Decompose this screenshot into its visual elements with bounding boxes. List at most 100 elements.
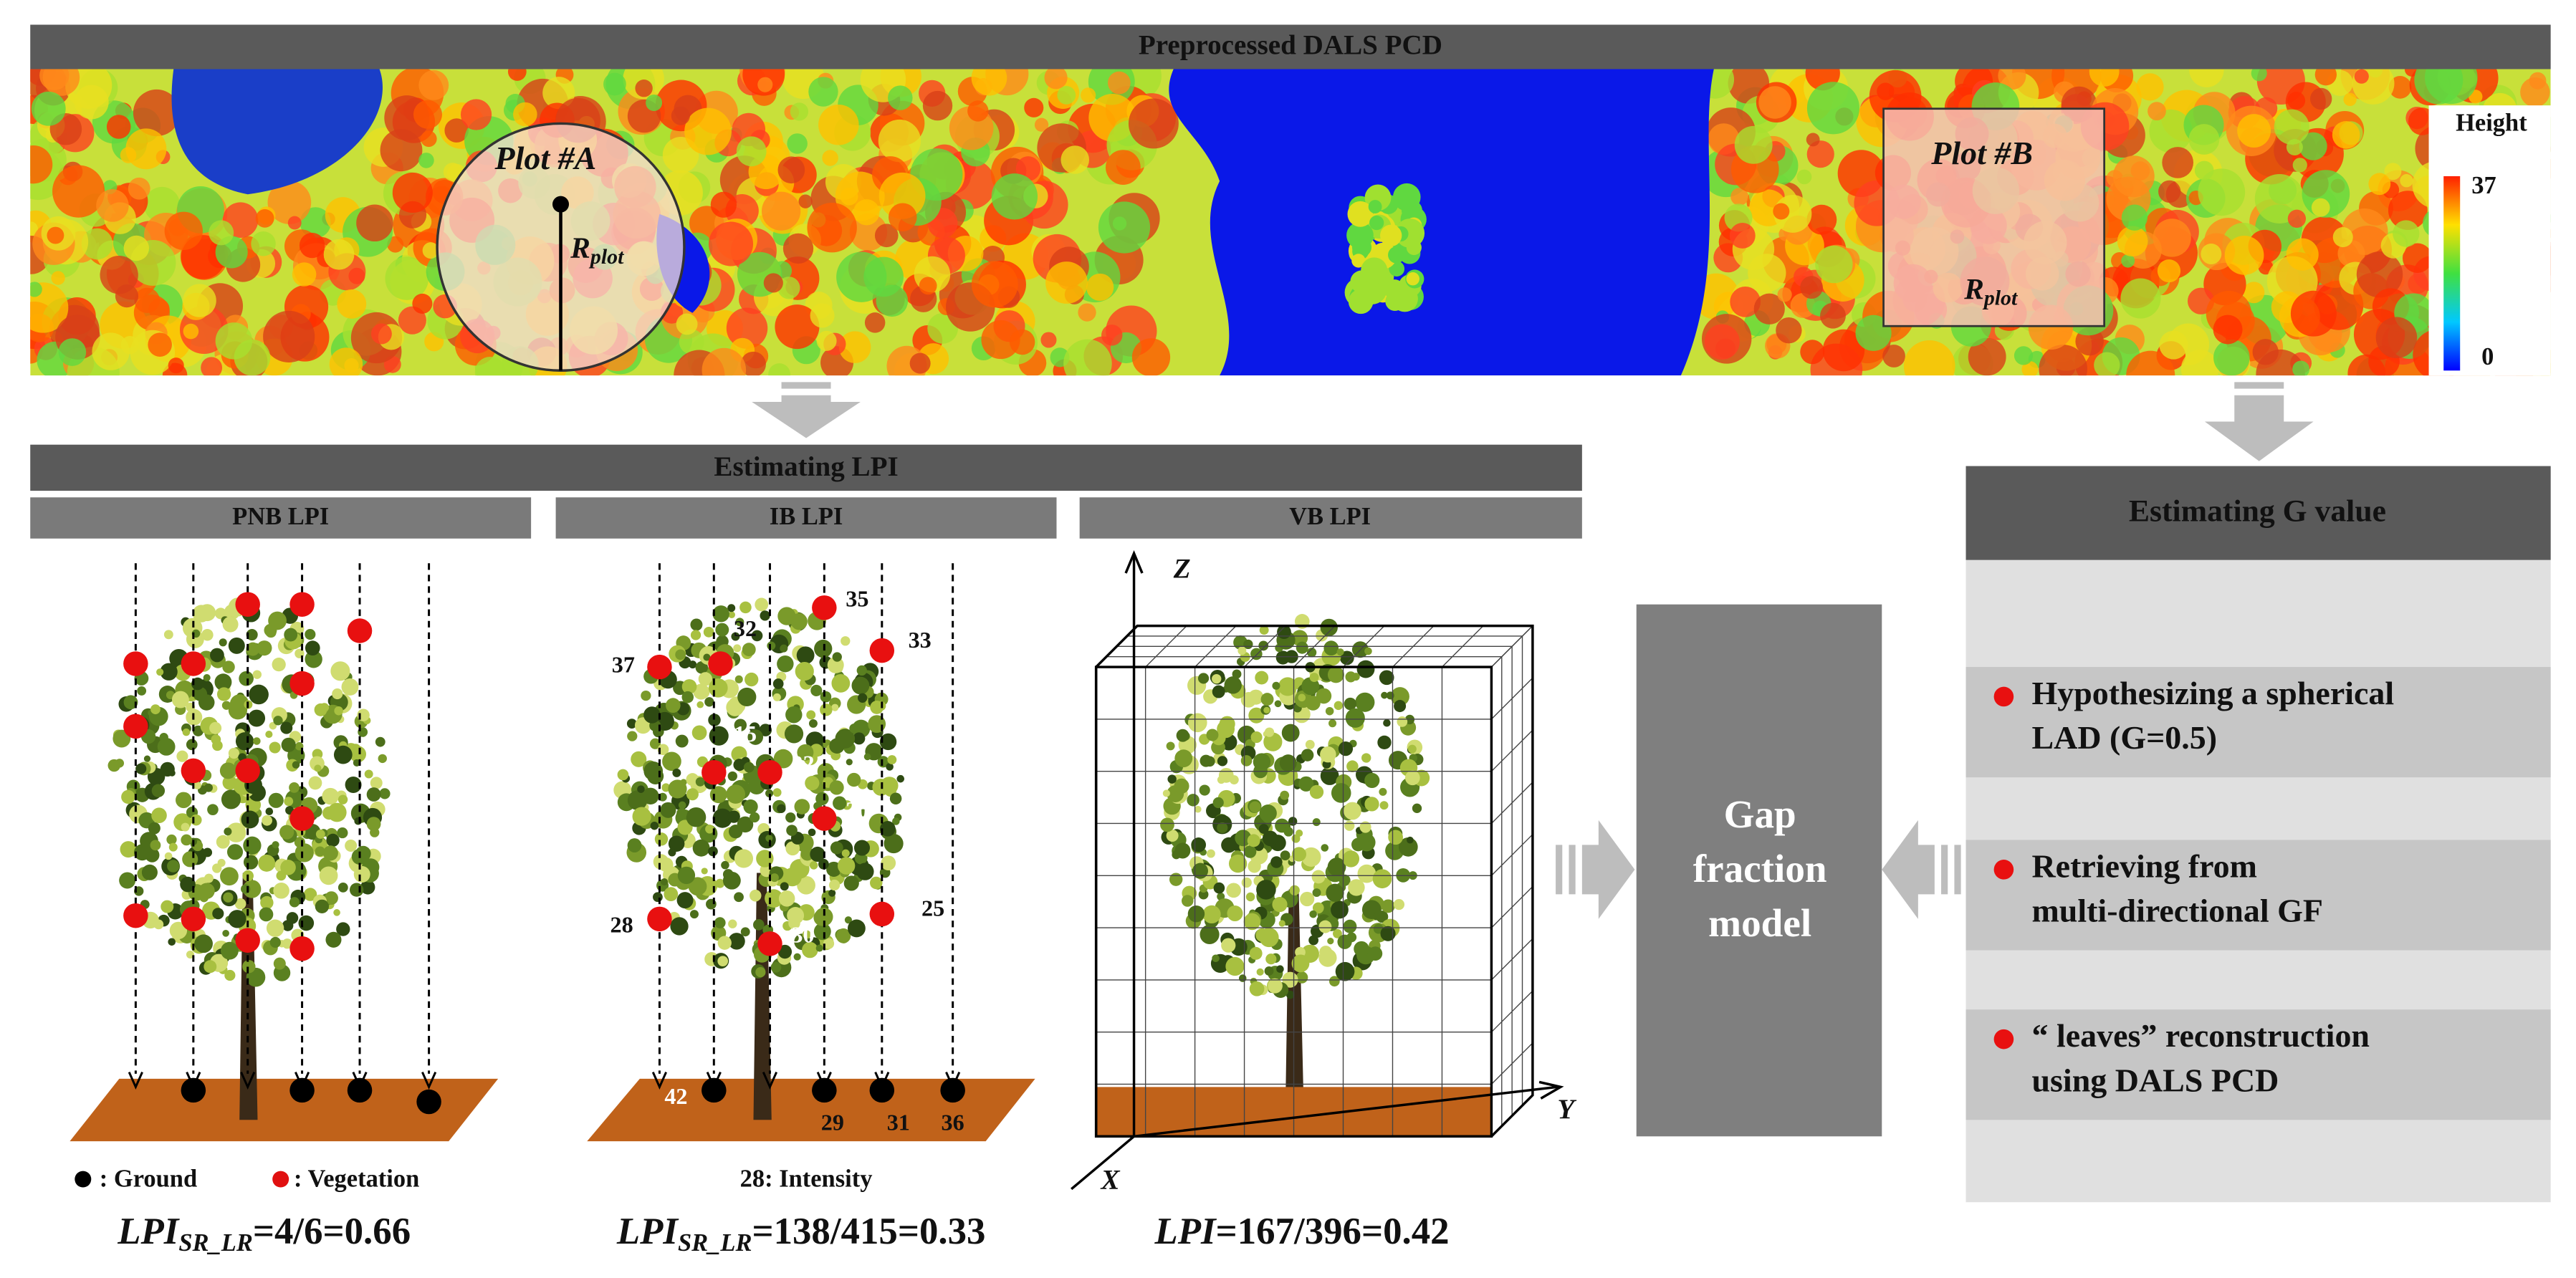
g-item-band bbox=[1965, 1009, 2551, 1120]
tree-leaf bbox=[159, 733, 168, 742]
canopy-blob bbox=[2117, 226, 2148, 257]
tree-leaf bbox=[1255, 928, 1270, 942]
tree-leaf bbox=[1346, 760, 1359, 772]
tree-leaf bbox=[107, 759, 120, 772]
tree-leaf bbox=[795, 661, 814, 681]
tree-leaf bbox=[121, 789, 135, 804]
canopy-blob bbox=[323, 239, 355, 270]
canopy-blob bbox=[702, 347, 747, 376]
tree-leaf bbox=[686, 788, 699, 801]
tree-leaf bbox=[153, 919, 164, 930]
tree-leaf bbox=[1217, 893, 1225, 901]
arrow-part bbox=[2234, 382, 2284, 389]
canopy-blob bbox=[292, 262, 317, 287]
tree-leaf bbox=[881, 855, 896, 871]
tree-leaf bbox=[243, 836, 262, 855]
canopy-blob bbox=[30, 282, 42, 297]
tree-leaf bbox=[191, 677, 204, 691]
tree-leaf bbox=[641, 690, 651, 701]
tree-leaf bbox=[193, 781, 201, 789]
tree-leaf bbox=[286, 912, 299, 924]
tree-leaf bbox=[1291, 847, 1307, 862]
tree-leaf bbox=[284, 628, 298, 642]
canopy-blob bbox=[1806, 204, 1837, 235]
tree-leaf bbox=[802, 930, 811, 939]
ground-point bbox=[181, 1077, 206, 1103]
tree-leaf bbox=[345, 840, 358, 852]
canopy-blob bbox=[864, 312, 886, 333]
canopy-blob bbox=[385, 256, 429, 300]
canopy-blob bbox=[798, 194, 813, 208]
f-rest: =138/415=0.33 bbox=[752, 1211, 985, 1252]
tree-leaf bbox=[325, 931, 342, 948]
plot-b-square bbox=[1882, 107, 2106, 327]
vegetation-point bbox=[812, 806, 837, 831]
canopy-blob bbox=[1734, 125, 1773, 164]
tree-leaf bbox=[847, 919, 866, 938]
model-box bbox=[1636, 604, 1882, 1137]
tree-leaf bbox=[841, 849, 850, 857]
tree-leaf bbox=[364, 769, 373, 779]
tree-leaf bbox=[148, 822, 161, 835]
canopy-blob bbox=[777, 277, 800, 299]
canopy-blob bbox=[971, 69, 1007, 96]
canopy-blob bbox=[1806, 140, 1834, 168]
canopy-blob bbox=[878, 119, 921, 163]
canopy-blob bbox=[300, 207, 331, 239]
canopy-blob bbox=[1777, 287, 1792, 302]
tree-leaf bbox=[1361, 753, 1371, 763]
tree-leaf bbox=[258, 854, 276, 872]
tree-leaf bbox=[1289, 885, 1300, 895]
tree-leaf bbox=[796, 646, 815, 665]
tree-leaf bbox=[190, 814, 202, 826]
tree-leaf bbox=[823, 938, 835, 949]
tree-leaf bbox=[770, 962, 782, 973]
tree-leaf bbox=[366, 787, 381, 802]
tree-leaf bbox=[676, 807, 687, 819]
tree-leaf bbox=[1200, 924, 1220, 944]
tree-leaf bbox=[1240, 755, 1253, 767]
tree-leaf bbox=[1235, 830, 1252, 847]
tree-leaf bbox=[892, 817, 900, 825]
tree-leaf bbox=[880, 821, 896, 837]
tree-leaf bbox=[662, 751, 681, 772]
g-header bbox=[1965, 466, 2551, 560]
tree-leaf bbox=[747, 729, 764, 745]
ground-point bbox=[416, 1089, 441, 1115]
tree-leaf bbox=[810, 846, 825, 863]
canopy-blob bbox=[2213, 339, 2250, 376]
canopy-blob bbox=[1796, 169, 1812, 185]
tree-leaf bbox=[731, 632, 740, 641]
intensity-label: 28 bbox=[610, 912, 633, 938]
vegetation-point bbox=[757, 759, 782, 785]
canopy-blob bbox=[2384, 163, 2402, 181]
tree-leaf bbox=[1221, 837, 1237, 853]
tree-leaf bbox=[253, 737, 261, 745]
tree-leaf bbox=[884, 833, 904, 854]
ground-dot bbox=[75, 1171, 92, 1188]
tree-leaf bbox=[675, 734, 689, 748]
tree-leaf bbox=[198, 604, 216, 622]
tree-leaf bbox=[1379, 670, 1394, 686]
tree-leaf bbox=[712, 808, 732, 828]
tree-leaf bbox=[182, 728, 191, 736]
tree-leaf bbox=[1264, 966, 1274, 976]
tree-leaf bbox=[770, 873, 779, 883]
tree-leaf bbox=[166, 834, 177, 845]
tree-leaf bbox=[143, 755, 151, 762]
tree-leaf bbox=[698, 672, 713, 686]
tree-leaf bbox=[282, 938, 293, 949]
canopy-blob bbox=[790, 102, 809, 121]
tree-leaf bbox=[858, 693, 868, 703]
tree-leaf bbox=[315, 829, 325, 839]
tree-leaf bbox=[705, 825, 714, 834]
canopy-blob bbox=[299, 232, 325, 259]
intensity-label: 31 bbox=[887, 1110, 910, 1135]
tree-leaf bbox=[330, 661, 350, 681]
tree-leaf bbox=[780, 882, 789, 891]
tree-leaf bbox=[809, 861, 818, 870]
tree-leaf bbox=[1174, 778, 1189, 794]
tree-leaf bbox=[788, 917, 800, 930]
tree-leaf bbox=[626, 719, 637, 729]
vegetation-point bbox=[123, 714, 148, 739]
